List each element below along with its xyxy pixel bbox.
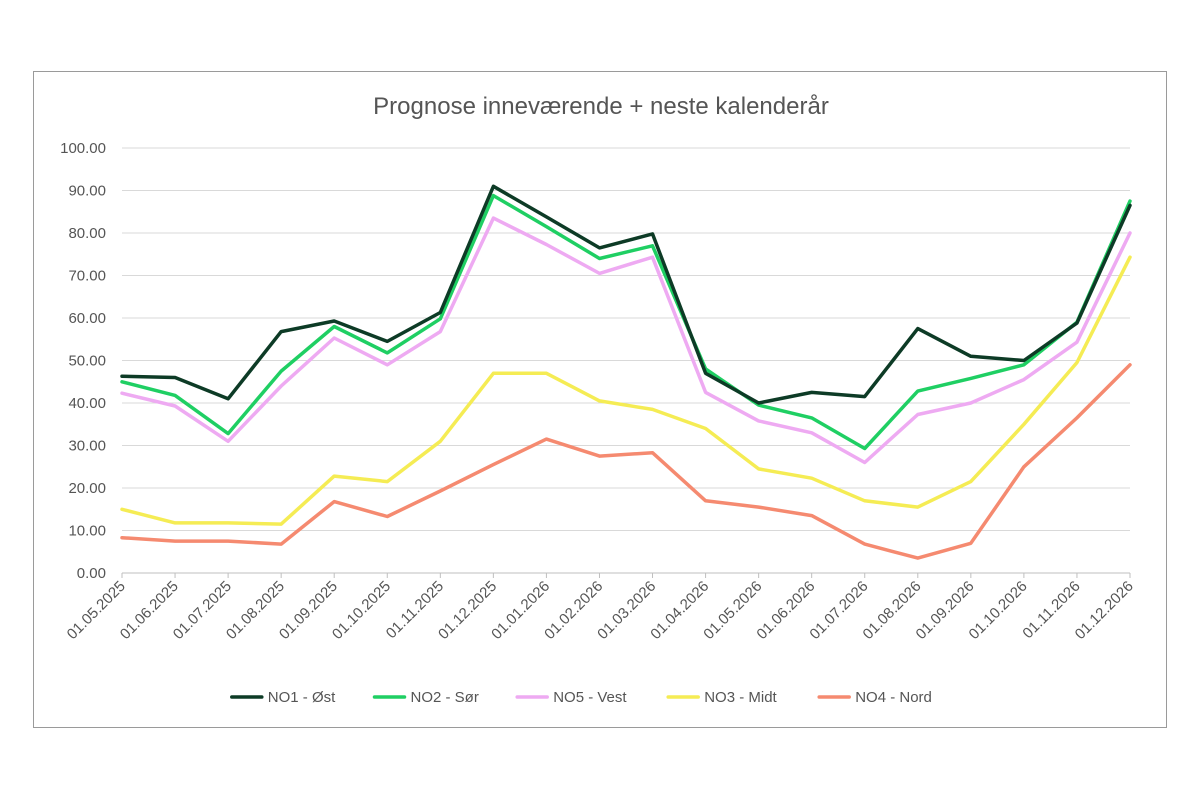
y-tick-label: 70.00 [68,268,106,285]
legend-label-no5: NO5 - Vest [553,689,627,706]
y-tick-label: 20.00 [68,480,106,497]
series-line-no1 [120,184,1132,405]
legend-label-no4: NO4 - Nord [855,689,932,706]
y-tick-label: 100.00 [60,140,106,157]
legend-label-no3: NO3 - Midt [704,689,777,706]
y-tick-label: 0.00 [77,565,106,582]
y-tick-label: 80.00 [68,225,106,242]
series-line-no5 [120,216,1132,465]
series-line-no4 [120,363,1132,560]
series-line-no3 [120,255,1132,526]
y-tick-label: 40.00 [68,395,106,412]
y-tick-label: 10.00 [68,523,106,540]
legend-label-no1: NO1 - Øst [268,689,336,706]
legend: NO1 - Øst NO2 - Sør NO5 - Vest NO3 - Midt NO… [230,689,932,706]
chart-frame: Prognose inneværende + neste kalenderår … [33,71,1167,728]
x-axis-ticks: 01.05.202501.06.202501.07.202501.08.2025… [64,573,1137,643]
series-line-no2 [120,193,1132,451]
legend-label-no2: NO2 - Sør [411,689,479,706]
y-axis-ticks: 0.00 10.00 20.00 30.00 40.00 50.00 60.00 70.00 8… [60,140,106,582]
gridlines [122,147,1130,574]
y-tick-label: 90.00 [68,183,106,200]
series-lines [120,184,1132,560]
chart-title: Prognose inneværende + neste kalenderår [373,93,829,120]
y-tick-label: 50.00 [68,353,106,370]
y-tick-label: 30.00 [68,438,106,455]
line-chart: Prognose inneværende + neste kalenderår … [60,93,1137,706]
y-tick-label: 60.00 [68,310,106,327]
